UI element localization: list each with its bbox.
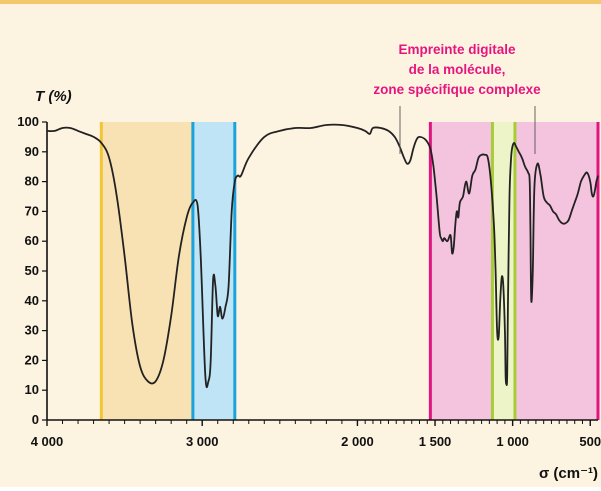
y-tick-label-80: 80	[25, 174, 39, 189]
x-axis-title: σ (cm⁻¹)	[539, 465, 598, 482]
x-tick-label-1000: 1 000	[496, 434, 529, 449]
x-tick-label-4000: 4 000	[31, 434, 64, 449]
spectrum-series	[46, 123, 599, 388]
x-ticks: 4 000 3 000 2 000 1 500 1 000 500	[31, 420, 601, 449]
annotation-line-2: de la molécule,	[409, 62, 506, 77]
ir-spectrum-chart: 0 10 20 30 40 50 60 70 80 90 100 4 000 3 000 2 000 1 …	[17, 42, 601, 482]
x-tick-label-2000: 2 000	[341, 434, 374, 449]
y-tick-label-50: 50	[25, 263, 39, 278]
absorption-bands	[99, 122, 600, 420]
band-0	[101, 122, 193, 420]
y-tick-label-0: 0	[32, 412, 39, 427]
y-ticks: 0 10 20 30 40 50 60 70 80 90 100	[17, 114, 47, 427]
y-tick-label-20: 20	[25, 352, 39, 367]
annotation-line-3: zone spécifique complexe	[373, 82, 541, 97]
y-tick-label-30: 30	[25, 323, 39, 338]
x-tick-label-500: 500	[579, 434, 601, 449]
x-tick-label-1500: 1 500	[419, 434, 452, 449]
x-minor-ticks	[62, 420, 583, 424]
x-tick-label-3000: 3 000	[186, 434, 219, 449]
y-tick-label-60: 60	[25, 233, 39, 248]
band-1	[192, 122, 235, 420]
annotation-line-1: Empreinte digitale	[398, 42, 516, 57]
spectrum-line-0	[46, 123, 599, 388]
y-tick-label-100: 100	[17, 114, 39, 129]
y-axis-title: T (%)	[35, 88, 72, 105]
y-tick-label-70: 70	[25, 203, 39, 218]
annotation: Empreinte digitale de la molécule, zone …	[373, 42, 541, 154]
y-tick-label-10: 10	[25, 382, 39, 397]
y-tick-label-90: 90	[25, 144, 39, 159]
y-tick-label-40: 40	[25, 293, 39, 308]
